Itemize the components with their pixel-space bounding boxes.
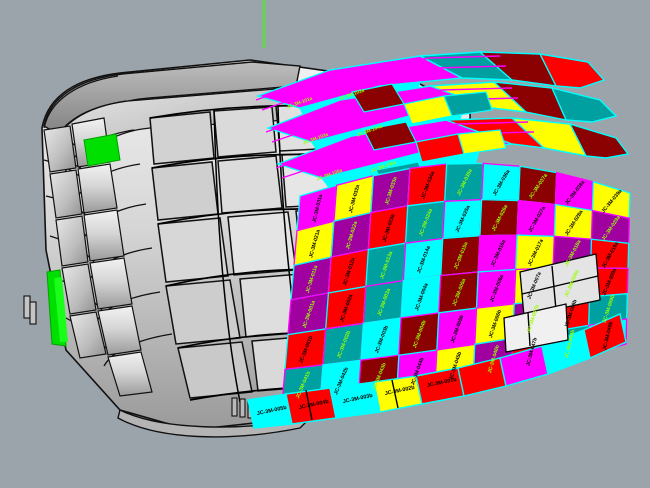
hull-plate-panel[interactable] bbox=[514, 234, 555, 271]
hull-plate-panel[interactable] bbox=[284, 328, 327, 371]
hull-plate-panel[interactable] bbox=[287, 292, 330, 336]
hull-plate-panel[interactable] bbox=[402, 237, 444, 282]
hull-plate-panel[interactable] bbox=[516, 199, 557, 237]
hull-plate-panel[interactable] bbox=[400, 274, 442, 319]
hull-plate-panel[interactable] bbox=[365, 242, 407, 288]
hull-plate-panel[interactable] bbox=[398, 312, 440, 357]
hull-plate-panel[interactable] bbox=[436, 307, 478, 351]
hull-plate-panel[interactable] bbox=[475, 268, 517, 309]
hull-plate-panel[interactable] bbox=[367, 205, 409, 251]
bow-green-marker bbox=[46, 133, 121, 347]
bottom-panel-strip bbox=[247, 313, 627, 429]
hull-plate-panel[interactable] bbox=[404, 200, 446, 244]
hull-plate-panel[interactable] bbox=[480, 162, 521, 202]
hull-plate-panel[interactable] bbox=[442, 198, 483, 240]
hull-plate-panel[interactable] bbox=[444, 162, 485, 202]
hull-plate-panel[interactable] bbox=[407, 163, 448, 207]
hull-plate-panel[interactable] bbox=[360, 317, 402, 361]
hull-plate-panel[interactable] bbox=[477, 234, 518, 273]
hull-plate-panel[interactable] bbox=[479, 198, 520, 237]
hull-plate-panel[interactable] bbox=[438, 271, 479, 314]
hull-plate-panel[interactable] bbox=[362, 279, 405, 325]
hull-plate-panel[interactable] bbox=[322, 322, 365, 366]
hull-plate-panel[interactable] bbox=[553, 203, 594, 240]
hull-plate-panel[interactable] bbox=[324, 285, 367, 330]
lower-right-gray-inset bbox=[503, 253, 601, 353]
hull-plate-panel[interactable] bbox=[440, 235, 481, 277]
hull-plate-panel[interactable] bbox=[517, 165, 558, 206]
